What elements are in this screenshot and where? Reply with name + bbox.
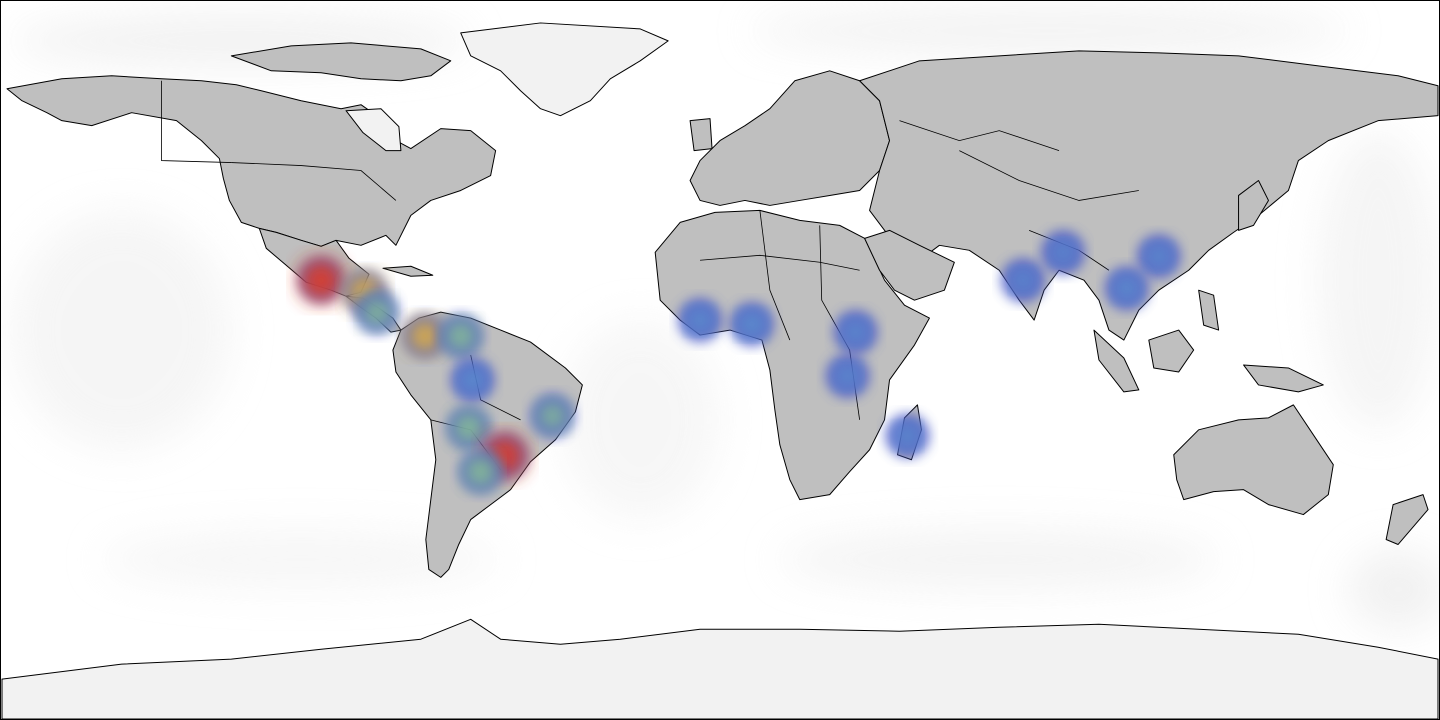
hotspot-3: [407, 318, 443, 354]
land-british-isles: [689, 118, 713, 152]
hotspot-10: [688, 308, 712, 332]
land-hudson-bay: [345, 108, 402, 152]
land-japan: [1238, 180, 1269, 231]
land-greenland: [460, 22, 669, 117]
hotspot-2: [361, 297, 392, 328]
land-sumatra: [1093, 329, 1140, 393]
land-arctic-islands: [230, 42, 452, 82]
hotspot-9: [538, 401, 567, 431]
ocean-noise-layer: [11, 8, 1439, 630]
land-arabia: [864, 229, 955, 301]
hotspot-15: [1013, 270, 1034, 291]
land-new-guinea: [1243, 364, 1324, 393]
hotspot-8: [464, 455, 498, 489]
land-philippines: [1198, 289, 1220, 331]
land-europe: [689, 70, 891, 206]
land-australia: [1173, 404, 1334, 516]
hotspot-4: [445, 320, 477, 352]
hotspot-17: [1148, 245, 1170, 268]
land-new-zealand: [1385, 494, 1429, 545]
hotspot-18: [1115, 276, 1139, 300]
land-layer: [1, 22, 1439, 719]
hotspot-13: [844, 321, 867, 343]
hotspot-11: [739, 311, 765, 337]
land-borneo: [1148, 329, 1195, 373]
land-cuba: [382, 265, 434, 277]
hotspot-16: [1052, 242, 1074, 263]
hotspot-14: [896, 425, 919, 447]
land-antarctica: [1, 618, 1439, 719]
hotspot-5: [460, 367, 485, 393]
density-heat-layer: [299, 230, 1181, 494]
hotspot-12: [836, 365, 859, 387]
hotspot-6: [452, 411, 486, 445]
hotspot-0: [299, 258, 344, 303]
